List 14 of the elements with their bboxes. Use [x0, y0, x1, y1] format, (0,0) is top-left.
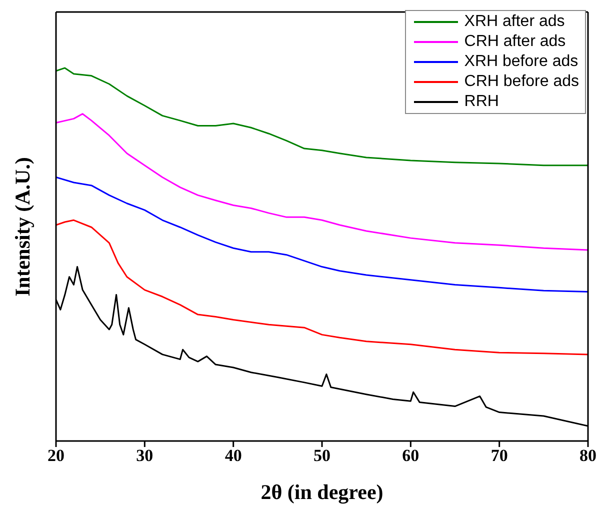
x-tick-label: 60: [402, 446, 420, 466]
legend-label: CRH before ads: [464, 73, 579, 91]
legend-label: XRH after ads: [464, 13, 565, 31]
y-axis-title: Intensity (A.U.): [10, 157, 34, 296]
x-tick-label: 70: [490, 446, 508, 466]
x-axis-title: 2θ (in degree): [260, 480, 384, 504]
x-tick-label: 40: [224, 446, 242, 466]
legend-label: CRH after ads: [464, 33, 566, 51]
x-tick-label: 80: [580, 446, 596, 466]
legend-label: RRH: [464, 93, 499, 111]
x-tick-label: 30: [136, 446, 154, 466]
legend-label: XRH before ads: [464, 53, 578, 71]
x-tick-label: 50: [314, 446, 330, 466]
x-tick-label: 20: [48, 446, 64, 466]
